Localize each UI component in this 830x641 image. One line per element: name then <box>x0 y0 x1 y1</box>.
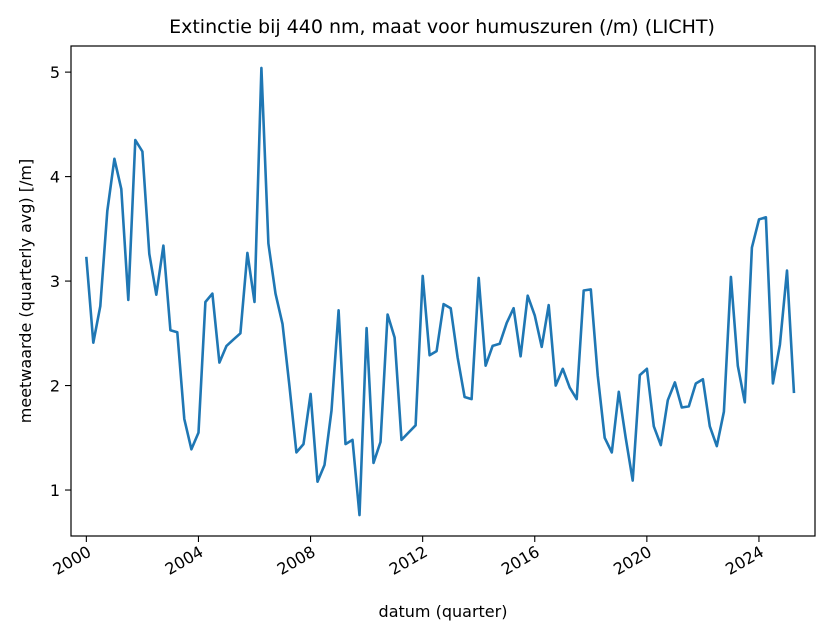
plot-frame <box>70 45 816 537</box>
y-tick-label: 5 <box>50 63 60 82</box>
y-tick-label: 3 <box>50 272 60 291</box>
plot-area <box>84 66 796 517</box>
x-axis-label: datum (quarter) <box>379 602 508 621</box>
chart-title: Extinctie bij 440 nm, maat voor humuszur… <box>169 16 715 38</box>
y-tick-label: 2 <box>50 377 60 396</box>
y-axis: 1 2 3 4 5 <box>50 63 71 500</box>
series-line-0 <box>84 66 796 517</box>
y-tick-label: 4 <box>50 168 60 187</box>
y-tick-label: 1 <box>50 481 60 500</box>
y-axis-label: meetwaarde (quarterly avg) [/m] <box>16 159 35 423</box>
